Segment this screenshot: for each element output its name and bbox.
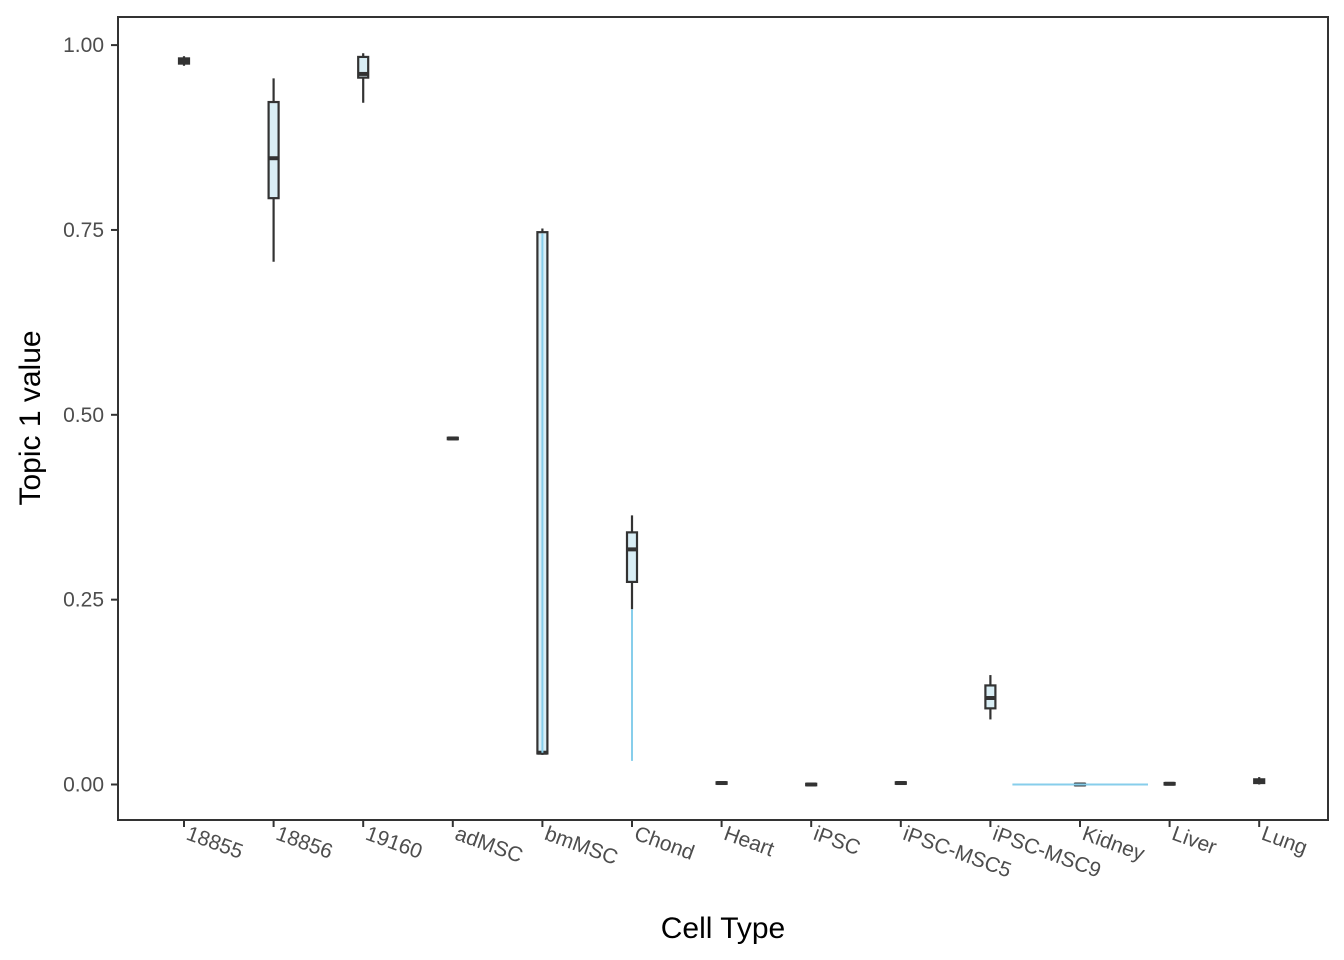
y-axis-title: Topic 1 value	[14, 330, 47, 505]
plot-marks	[177, 53, 1266, 787]
x-axis-title: Cell Type	[661, 912, 786, 945]
box-adMSC	[446, 436, 459, 441]
y-tick-label: 1.00	[63, 34, 104, 57]
y-tick-label: 0.50	[63, 404, 104, 427]
box-body	[625, 531, 639, 584]
box-iPSC	[805, 782, 818, 787]
y-tick-label: 0.25	[63, 589, 104, 612]
box-Heart	[715, 781, 728, 786]
y-axis: 0.00 0.25 0.50 0.75 1.00	[63, 34, 118, 797]
y-tick-label: 0.00	[63, 774, 104, 797]
box-Chond	[625, 515, 639, 610]
box-Lung	[1253, 777, 1266, 785]
box-18855	[177, 56, 191, 66]
box-body	[357, 55, 370, 79]
box-iPSC-MSC9	[984, 675, 997, 720]
panel-border	[117, 16, 1329, 821]
box-body	[267, 100, 280, 200]
box-iPSC-MSC5	[894, 781, 907, 786]
box-18856	[267, 78, 280, 262]
box-19160	[357, 53, 370, 103]
box-Liver	[1163, 781, 1176, 786]
y-tick-label: 0.75	[63, 219, 104, 242]
